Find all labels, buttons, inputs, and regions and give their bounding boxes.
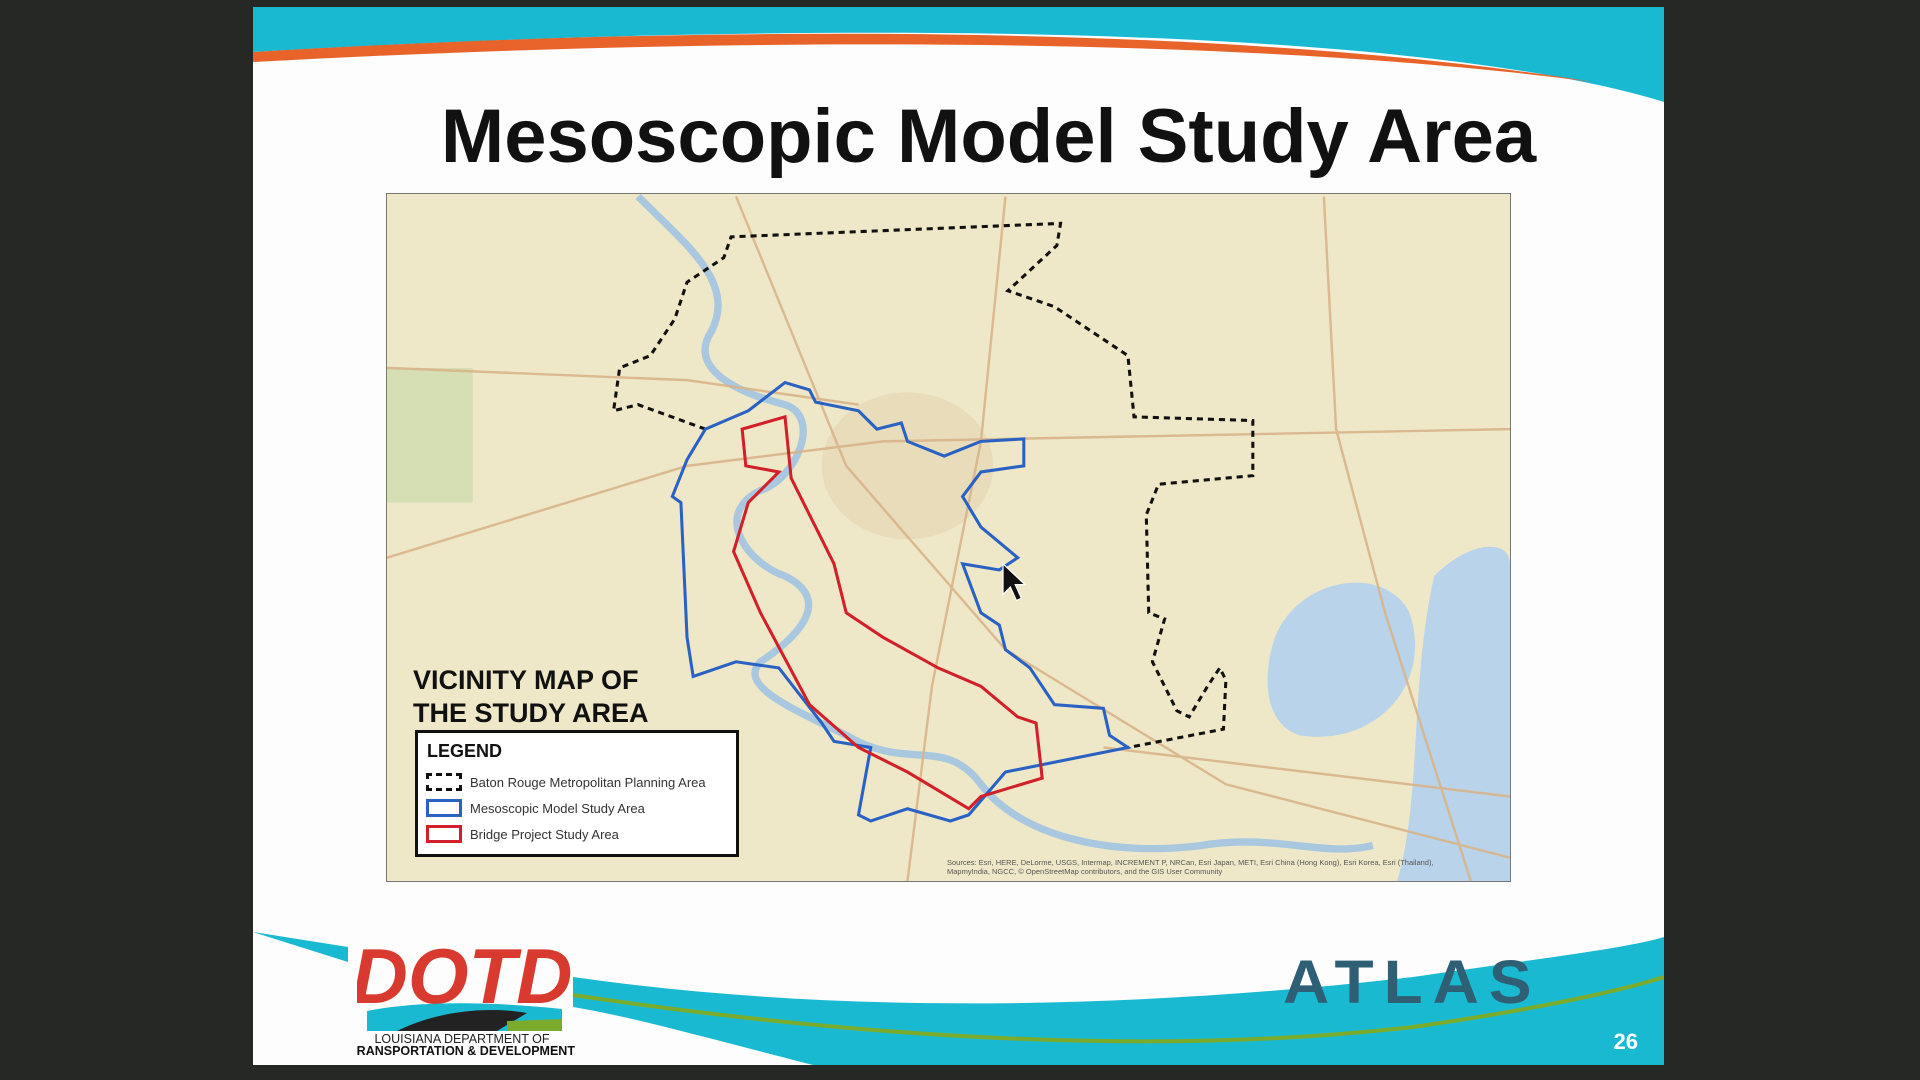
bottom-wave-decoration <box>253 932 1664 1065</box>
legend-item-bridge: Bridge Project Study Area <box>426 823 619 845</box>
legend-label: Baton Rouge Metropolitan Planning Area <box>470 774 706 790</box>
page-number: 26 <box>1613 1029 1638 1054</box>
legend-label: Mesoscopic Model Study Area <box>470 800 645 816</box>
top-wave-decoration <box>253 7 1664 102</box>
lake-maurepas <box>1397 546 1510 881</box>
legend-item-mesoscopic: Mesoscopic Model Study Area <box>426 797 645 819</box>
legend-item-planning-area: Baton Rouge Metropolitan Planning Area <box>426 771 706 793</box>
dotd-line2: TRANSPORTATION & DEVELOPMENT <box>357 1044 575 1056</box>
blue-swatch <box>426 799 462 817</box>
map-heading-line1: VICINITY MAP OF <box>413 665 639 695</box>
map-legend: LEGEND Baton Rouge Metropolitan Planning… <box>415 730 739 857</box>
sources-line1: Sources: Esri, HERE, DeLorme, USGS, Inte… <box>947 858 1434 867</box>
dotd-logo: DOTD LOUISIANA DEPARTMENT OF TRANSPORTAT… <box>349 931 587 1061</box>
planning-area-boundary <box>611 221 1255 750</box>
mesoscopic-study-area-boundary <box>670 380 1132 823</box>
arrow-pointer-icon <box>1002 562 1027 602</box>
map-heading: VICINITY MAP OF THE STUDY AREA <box>413 664 649 730</box>
mississippi-river <box>635 194 1374 853</box>
bridge-study-area-boundary <box>731 414 1044 811</box>
legend-title: LEGEND <box>427 741 503 761</box>
dashed-black-swatch <box>426 773 462 791</box>
presentation-slide: Mesoscopic Model Study Area VICINITY <box>253 7 1664 1065</box>
lake-pontchartrain <box>1267 582 1416 737</box>
atlas-logo: ATLAS <box>1283 947 1542 1017</box>
dotd-line1: LOUISIANA DEPARTMENT OF <box>374 1032 549 1046</box>
map-heading-line2: THE STUDY AREA <box>413 698 649 728</box>
slide-title: Mesoscopic Model Study Area <box>440 94 1537 179</box>
legend-label: Bridge Project Study Area <box>470 826 619 842</box>
map-sources: Sources: Esri, HERE, DeLorme, USGS, Inte… <box>947 858 1487 876</box>
red-swatch <box>426 825 462 843</box>
vicinity-map: VICINITY MAP OF THE STUDY AREA LEGEND Ba… <box>386 193 1511 882</box>
sources-line2: MapmyIndia, NGCC, © OpenStreetMap contri… <box>947 867 1223 876</box>
